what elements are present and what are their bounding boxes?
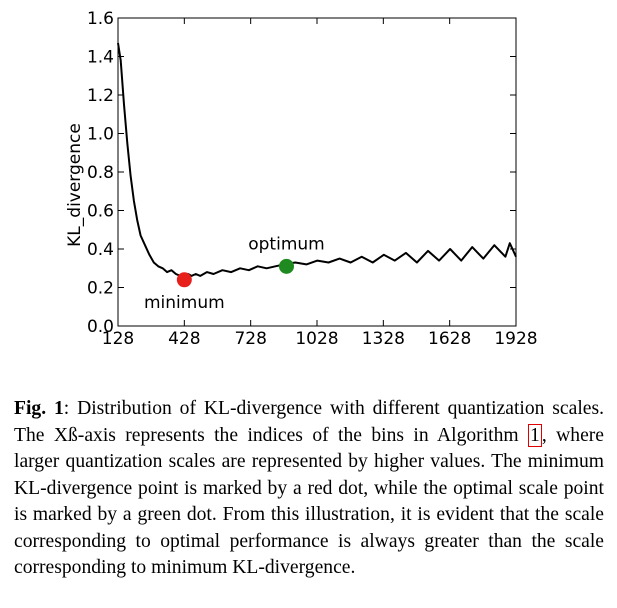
x-tick-label: 728 bbox=[234, 329, 266, 349]
x-tick-label: 1628 bbox=[428, 329, 471, 349]
caption-text-1: : Distribution of KL-divergence with dif… bbox=[14, 398, 604, 446]
algorithm-reference-link[interactable]: 1 bbox=[528, 423, 542, 447]
y-tick-label: 1.2 bbox=[87, 86, 114, 106]
y-tick-label: 0.8 bbox=[87, 163, 114, 183]
x-tick-label: 1328 bbox=[362, 329, 405, 349]
series-line-kl-divergence bbox=[117, 42, 517, 279]
x-tick-label: 1928 bbox=[494, 329, 537, 349]
caption-text-2: , where larger quantization scales are r… bbox=[14, 424, 604, 579]
y-tick-label: 0.2 bbox=[87, 279, 114, 299]
x-tick-label: 428 bbox=[168, 329, 200, 349]
figure-caption: Fig. 1: Distribution of KL-divergence wi… bbox=[14, 396, 604, 582]
markers: minimum optimum bbox=[144, 234, 325, 312]
optimum-annotation: optimum bbox=[248, 234, 324, 254]
y-tick-label: 0.6 bbox=[87, 202, 114, 222]
x-tick-label: 1028 bbox=[295, 329, 338, 349]
kl-divergence-chart: 0.0 0.2 0.4 0.6 0.8 1.0 1.2 1.4 1.6 128 428 728 1028… bbox=[65, 9, 538, 349]
figure-label: Fig. 1 bbox=[14, 398, 64, 419]
y-tick-label: 0.4 bbox=[87, 240, 114, 260]
ticks: 0.0 0.2 0.4 0.6 0.8 1.0 1.2 1.4 1.6 128 428 728 1028… bbox=[87, 9, 538, 349]
minimum-point bbox=[176, 272, 192, 288]
minimum-annotation: minimum bbox=[144, 293, 225, 313]
optimum-point bbox=[278, 258, 294, 274]
y-tick-label: 1.0 bbox=[87, 125, 114, 145]
y-tick-label: 1.4 bbox=[87, 48, 114, 68]
series bbox=[117, 42, 517, 279]
y-tick-label: 0.0 bbox=[87, 317, 114, 337]
x-tick-label: 128 bbox=[102, 329, 134, 349]
y-tick-label: 1.6 bbox=[87, 9, 114, 29]
y-axis-label: KL_divergence bbox=[65, 123, 85, 247]
